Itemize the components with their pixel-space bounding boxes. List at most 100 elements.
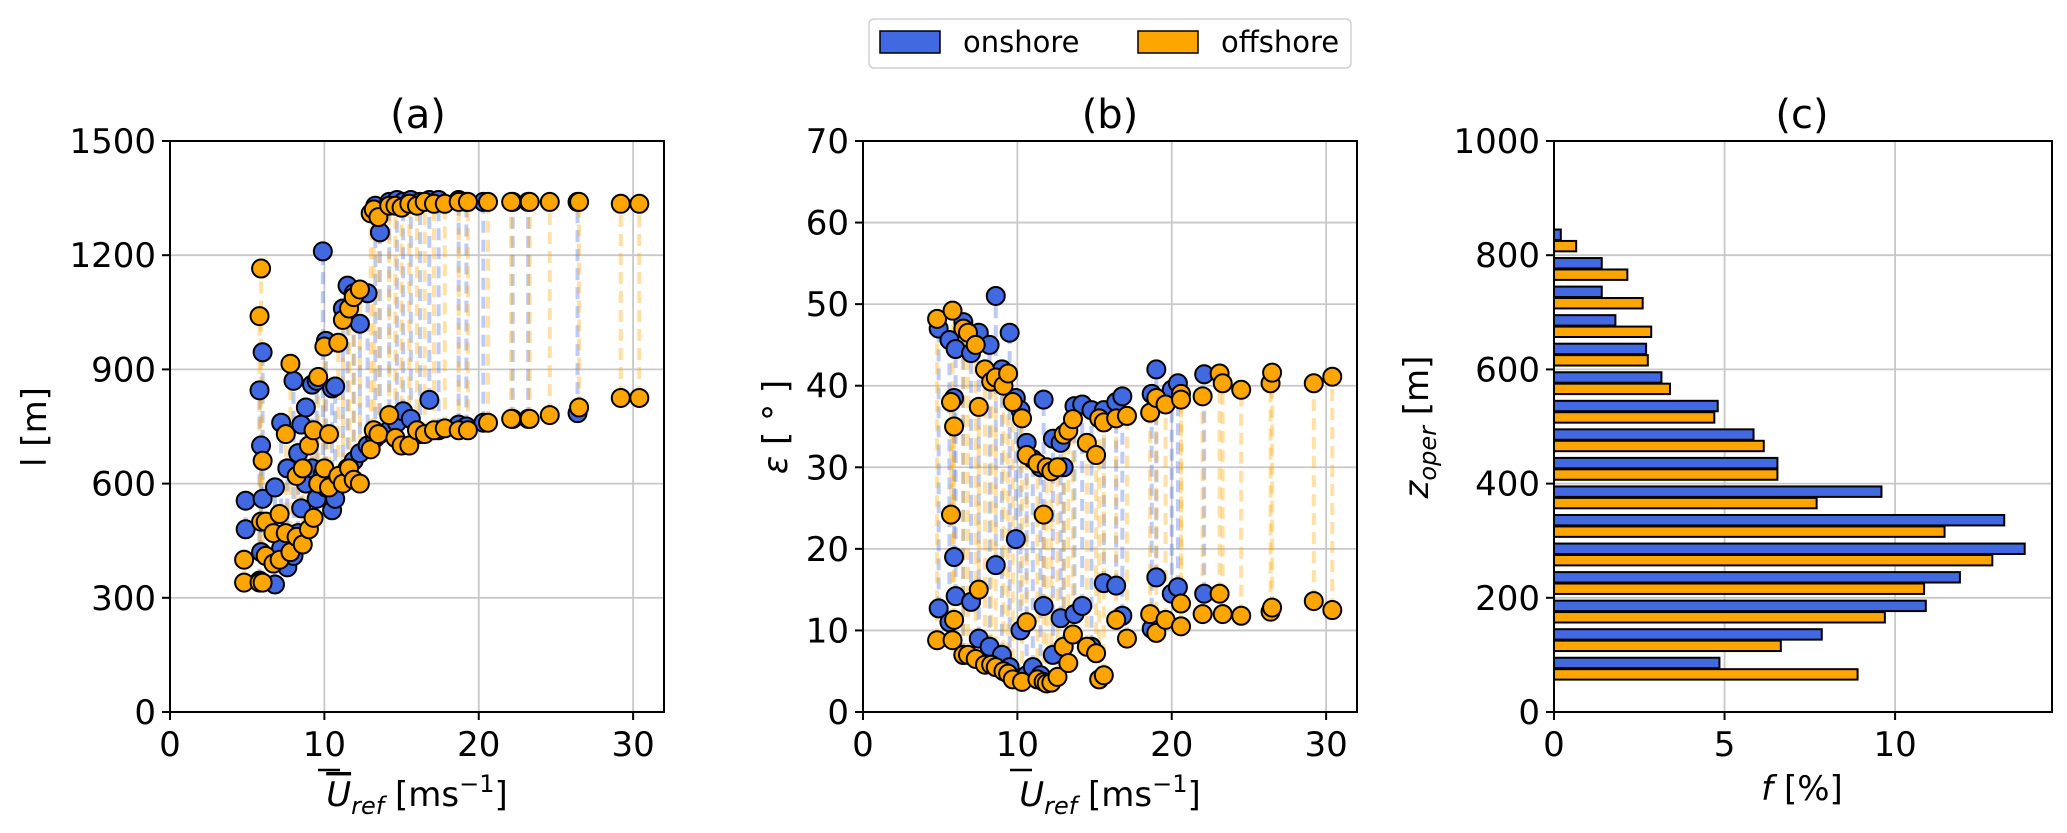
panel-b-ytick-label: 30 bbox=[806, 448, 849, 488]
panel-b-offshore-point bbox=[944, 416, 965, 437]
panel-a-xticks: 0 10 20 30 bbox=[159, 712, 655, 765]
panel-c-bars bbox=[1553, 228, 2026, 681]
panel-b-offshore-point bbox=[1212, 373, 1233, 394]
panel-c-onshore-bar bbox=[1553, 571, 1961, 584]
panel-a-xlabel-symbol: U bbox=[326, 775, 351, 815]
panel-b-offshore-point bbox=[968, 396, 989, 417]
panel-c-onshore-bar bbox=[1553, 371, 1663, 384]
panel-b-offshore-point bbox=[1058, 653, 1079, 674]
legend: onshore offshore bbox=[868, 18, 1352, 69]
legend-frame bbox=[868, 18, 1352, 69]
panel-a-offshore-point bbox=[368, 424, 389, 445]
panel-c-offshore-bar bbox=[1553, 553, 1994, 567]
panel-b-xtick-label: 30 bbox=[1304, 725, 1347, 765]
panel-a-xtick-label: 10 bbox=[303, 725, 346, 765]
panel-b-dashed-lines bbox=[935, 295, 1335, 684]
panel-b-offshore-point bbox=[927, 308, 948, 329]
panel-a-xtick-label: 20 bbox=[457, 725, 500, 765]
panel-b-offshore-point bbox=[1002, 392, 1023, 413]
panel-c-yticks: 0 200 400 600 800 1000 bbox=[1453, 122, 1554, 733]
panel-b-onshore-point bbox=[1167, 577, 1188, 598]
panel-c-xtick-label: 10 bbox=[1873, 725, 1916, 765]
panel-a-offshore-point bbox=[252, 450, 273, 471]
panel-a-offshore-point bbox=[379, 405, 400, 426]
panel-b-offshore-point bbox=[968, 579, 989, 600]
panel-b-offshore-point bbox=[1192, 386, 1213, 407]
panel-b-offshore-point bbox=[965, 334, 986, 355]
panel-c-onshore-bar bbox=[1553, 285, 1603, 299]
panel-a-ytick-label: 1200 bbox=[69, 236, 156, 276]
panel-b-xlabel-sub: ref bbox=[1044, 792, 1081, 820]
panel-c-ytick-label: 0 bbox=[1518, 693, 1540, 733]
panel-b-onshore-point bbox=[1033, 595, 1054, 616]
panel-c-offshore-bar bbox=[1553, 297, 1644, 310]
panel-a-ylabel: l [m] bbox=[15, 387, 55, 467]
panel-a-offshore-point bbox=[292, 458, 313, 479]
panel-a-offshore-point bbox=[629, 387, 650, 408]
panel-b-ylabel-symbol: ε bbox=[756, 456, 796, 474]
panel-b-offshore-point bbox=[998, 363, 1019, 384]
panel-a-offshore-point bbox=[539, 191, 560, 212]
panel-b-ytick-label: 10 bbox=[806, 611, 849, 651]
legend-label-offshore: offshore bbox=[1221, 25, 1339, 59]
panel-b-xlabel-sup: −1 bbox=[1152, 770, 1187, 798]
panel-c-grid bbox=[1553, 141, 2052, 712]
panel-a-offshore-point bbox=[251, 258, 272, 279]
panel-c-onshore-bar bbox=[1553, 399, 1719, 413]
panel-a-onshore-point bbox=[235, 490, 256, 511]
panel-a-offshore-point bbox=[349, 473, 370, 494]
panel-b-onshore-point bbox=[985, 555, 1006, 576]
panel-a-onshore-point bbox=[419, 389, 440, 410]
panel-c-offshore-bar bbox=[1553, 582, 1926, 595]
panel-c-offshore-bar bbox=[1553, 439, 1765, 453]
panel-b-offshore-point bbox=[942, 630, 963, 651]
panel-a-offshore-point bbox=[275, 424, 296, 445]
panel-c-offshore-bar bbox=[1553, 468, 1779, 481]
panel-b-offshore-point bbox=[1033, 504, 1054, 525]
panel-b-ytick-label: 20 bbox=[806, 530, 849, 570]
panel-a-yticks: 0 300 600 900 1200 1500 bbox=[69, 122, 170, 733]
panel-c-onshore-bar bbox=[1553, 228, 1562, 241]
panel-a-offshore-point bbox=[569, 397, 590, 418]
panel-a-xlabel-close: ] bbox=[495, 775, 508, 815]
panel-a-offshore-point bbox=[501, 408, 522, 429]
panel-b-ytick-label: 60 bbox=[806, 204, 849, 244]
panel-b-offshore-point bbox=[1322, 600, 1343, 621]
panel-b-xtick-label: 20 bbox=[1150, 725, 1193, 765]
panel-c-ytick-label: 200 bbox=[1475, 579, 1540, 619]
panel-b-yticks: 0 10 20 30 40 50 60 70 bbox=[806, 122, 863, 733]
panel-a-offshore-point bbox=[252, 572, 273, 593]
panel-b-onshore-point bbox=[985, 285, 1006, 306]
panel-a-offshore-point bbox=[328, 332, 349, 353]
panel-a-offshore-point bbox=[610, 193, 631, 214]
panel-b-offshore-point bbox=[1192, 604, 1213, 625]
panel-b-offshore-point bbox=[1116, 405, 1137, 426]
panel-b-offshore-point bbox=[1212, 604, 1233, 625]
panel-b-xlabel-symbol: U bbox=[1019, 775, 1044, 815]
panel-c-onshore-bar bbox=[1553, 257, 1603, 270]
panel-a-ytick-label: 1500 bbox=[69, 122, 156, 162]
panel-b-offshore-point bbox=[1231, 605, 1252, 626]
panel-c-offshore-bar bbox=[1553, 382, 1671, 396]
panel-a-offshore-point bbox=[519, 191, 540, 212]
panel-b-offshore-point bbox=[940, 392, 961, 413]
panel-a-offshore-point bbox=[234, 549, 255, 570]
panel-a-offshore-point bbox=[539, 405, 560, 426]
panel-a-xlabel: Uref [ms−1] bbox=[326, 770, 508, 820]
panel-c-offshore-bar bbox=[1553, 411, 1716, 424]
panel-a-offshore-point bbox=[478, 412, 499, 433]
panel-b-title: (b) bbox=[1082, 92, 1139, 138]
panel-c-xtick-label: 5 bbox=[1714, 725, 1736, 765]
panel-c-offshore-bar bbox=[1553, 239, 1578, 253]
panel-a-xtick-label: 0 bbox=[159, 725, 181, 765]
panel-c-onshore-bar bbox=[1553, 428, 1755, 441]
panel-a-offshore-point bbox=[349, 279, 370, 300]
panel-b-xlabel-close: ] bbox=[1188, 775, 1201, 815]
panel-a-ytick-label: 600 bbox=[91, 465, 156, 505]
panel-b-offshore-point bbox=[1171, 593, 1192, 614]
panel-b-onshore-point bbox=[999, 322, 1020, 343]
panel-b-onshore-point bbox=[1033, 389, 1054, 410]
panel-a-points bbox=[234, 190, 650, 595]
